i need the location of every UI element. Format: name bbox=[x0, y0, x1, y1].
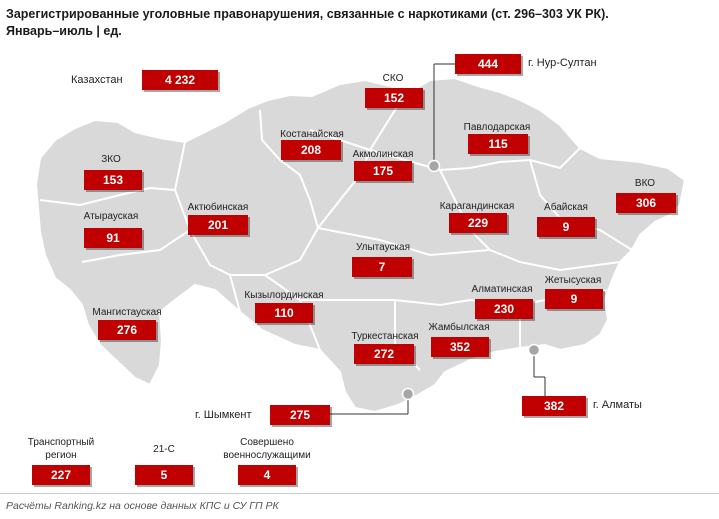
abai-value: 9 bbox=[537, 217, 595, 237]
vko-value: 306 bbox=[616, 193, 676, 213]
ulytau-value: 7 bbox=[352, 257, 412, 277]
source-note: Расчёты Ranking.kz на основе данных КПС … bbox=[6, 500, 279, 512]
astana-label: г. Нур-Султан bbox=[528, 57, 597, 69]
almaty-city-value: 382 bbox=[522, 396, 586, 416]
transport-label-line2: регион bbox=[45, 450, 77, 461]
mangystau-value: 276 bbox=[98, 320, 156, 340]
zhetysu-label: Жетысуская bbox=[544, 275, 602, 286]
military-value: 4 bbox=[238, 465, 296, 485]
military-label: Совершено военнослужащими bbox=[212, 436, 322, 462]
c21-value: 5 bbox=[135, 465, 193, 485]
military-label-line2: военнослужащими bbox=[223, 450, 311, 461]
kazakhstan-label: Казахстан bbox=[71, 74, 123, 86]
title-text: Зарегистрированные уголовные правонаруше… bbox=[6, 7, 609, 21]
zko-value: 153 bbox=[84, 170, 142, 190]
atyrau-value: 91 bbox=[84, 228, 142, 248]
shymkent-marker bbox=[401, 387, 415, 401]
turkestan-value: 272 bbox=[354, 344, 414, 364]
sko-value: 152 bbox=[365, 88, 423, 108]
atyrau-label: Атырауская bbox=[83, 211, 139, 222]
karaganda-value: 229 bbox=[449, 213, 507, 233]
almaty-region-label: Алматинская bbox=[471, 284, 533, 295]
astana-value: 444 bbox=[455, 54, 521, 74]
aktobe-value: 201 bbox=[188, 215, 248, 235]
chart-title: Зарегистрированные уголовные правонаруше… bbox=[6, 6, 716, 40]
transport-label: Транспортный регион bbox=[26, 436, 96, 462]
city-markers bbox=[330, 63, 546, 415]
map-outline bbox=[34, 76, 687, 414]
transport-value: 227 bbox=[32, 465, 90, 485]
pavlodar-label: Павлодарская bbox=[463, 122, 531, 133]
zhambyl-value: 352 bbox=[431, 337, 489, 357]
abai-label: Абайская bbox=[544, 202, 588, 213]
aktobe-label: Актюбинская bbox=[187, 202, 249, 213]
shymkent-label: г. Шымкент bbox=[195, 409, 252, 421]
c21-label: 21-С bbox=[153, 444, 175, 455]
kyzylorda-value: 110 bbox=[255, 303, 313, 323]
turkestan-label: Туркестанская bbox=[351, 331, 419, 342]
military-label-line1: Совершено bbox=[240, 437, 294, 448]
pavlodar-value: 115 bbox=[468, 134, 528, 154]
mangystau-label: Мангистауская bbox=[92, 307, 162, 318]
zhambyl-label: Жамбылская bbox=[428, 322, 490, 333]
subtitle-text: Январь–июль | ед. bbox=[6, 24, 122, 38]
almaty-marker bbox=[527, 343, 541, 357]
zhetysu-value: 9 bbox=[545, 289, 603, 309]
astana-marker bbox=[427, 159, 441, 173]
footer-divider bbox=[0, 493, 719, 494]
kyzylorda-label: Кызылординская bbox=[244, 290, 324, 301]
almaty-region-value: 230 bbox=[475, 299, 533, 319]
kostanay-value: 208 bbox=[281, 140, 341, 160]
akmola-label: Акмолинская bbox=[352, 149, 414, 160]
akmola-value: 175 bbox=[354, 161, 412, 181]
zko-label: ЗКО bbox=[101, 154, 121, 165]
shymkent-value: 275 bbox=[270, 405, 330, 425]
karaganda-label: Карагандинская bbox=[439, 201, 515, 212]
ulytau-label: Улытауская bbox=[355, 242, 411, 253]
kostanay-label: Костанайская bbox=[280, 129, 344, 140]
almaty-city-label: г. Алматы bbox=[593, 399, 642, 411]
transport-label-line1: Транспортный bbox=[27, 437, 95, 448]
vko-label: ВКО bbox=[634, 178, 656, 189]
sko-label: СКО bbox=[382, 73, 404, 84]
kazakhstan-value: 4 232 bbox=[142, 70, 218, 90]
